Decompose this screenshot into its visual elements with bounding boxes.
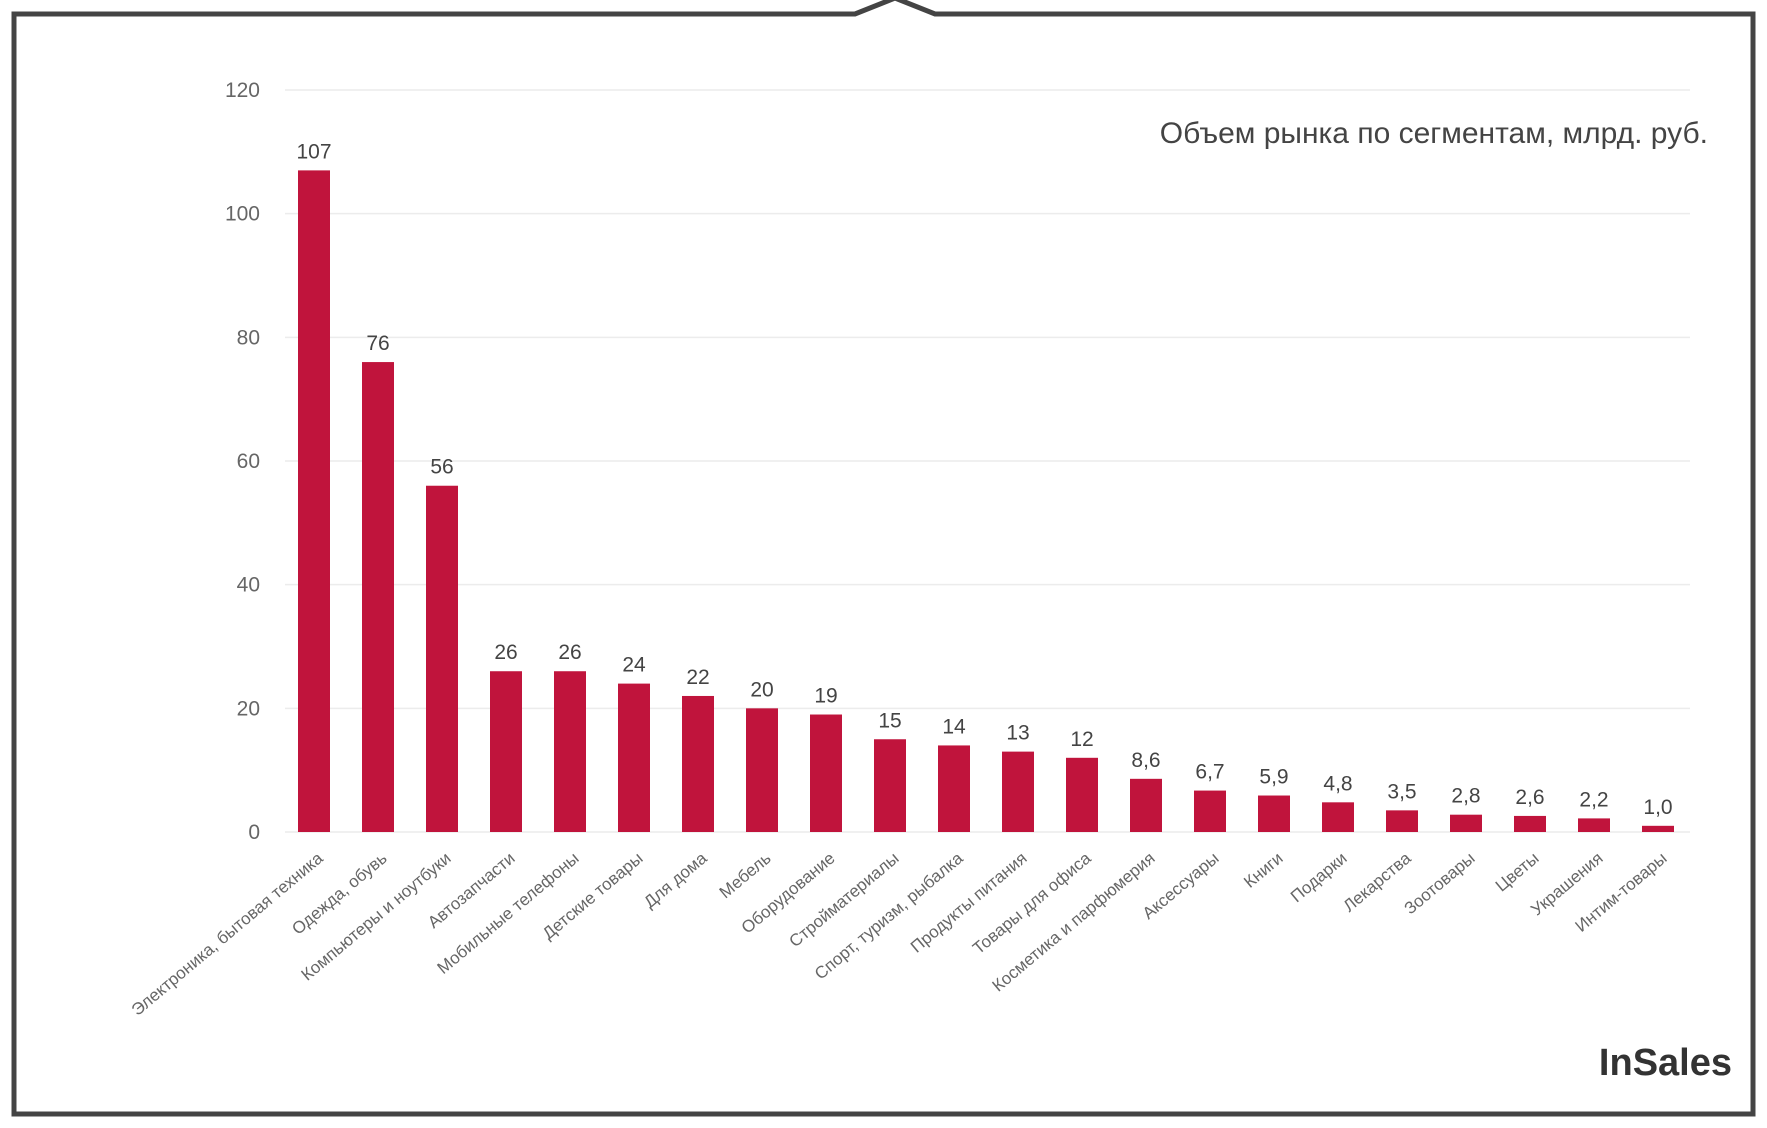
bar [1066,757,1098,832]
bar [1450,814,1482,832]
bar [1578,818,1610,832]
data-label: 20 [750,678,773,701]
data-label: 13 [1006,722,1029,745]
data-label: 26 [494,641,517,664]
x-tick-label: Стройматериалы [786,849,903,952]
bar [490,671,522,832]
y-tick-label: 0 [248,821,260,844]
chart-title: Объем рынка по сегментам, млрд. руб. [1160,117,1708,150]
bar [810,714,842,832]
data-label: 14 [942,715,966,738]
data-label: 76 [366,332,389,355]
data-label: 4,8 [1323,772,1352,795]
x-tick-label: Зоотовары [1401,849,1479,919]
y-tick-label: 80 [237,326,260,349]
x-tick-label: Для дома [640,848,711,912]
data-label: 2,8 [1451,785,1480,808]
data-label: 8,6 [1131,749,1160,772]
x-tick-label: Цветы [1492,849,1543,896]
bar [1642,825,1674,832]
data-label: 2,6 [1515,786,1544,809]
data-label: 2,2 [1579,788,1608,811]
x-tick-label: Мебель [716,848,775,902]
y-tick-label: 40 [237,574,260,597]
y-tick-label: 100 [225,203,260,226]
bar [682,695,714,832]
x-tick-label: Книги [1240,849,1286,892]
insales-logo: InSales [1599,1042,1732,1084]
x-tick-label: Товары для офиса [969,848,1095,958]
data-label: 1,0 [1643,796,1672,819]
x-tick-label: Подарки [1287,849,1351,907]
data-label: 6,7 [1195,761,1224,784]
bar [1386,810,1418,832]
data-label: 15 [878,709,901,732]
bar [1258,795,1290,832]
data-label: 5,9 [1259,766,1288,789]
bar [1194,790,1226,832]
chart-frame [11,0,1756,1117]
y-tick-label: 60 [237,450,260,473]
bar [618,683,650,832]
data-label: 24 [622,654,646,677]
data-label: 12 [1070,728,1093,751]
data-label: 19 [814,685,837,708]
bar [426,485,458,832]
bar [1002,751,1034,832]
data-label: 3,5 [1387,780,1416,803]
bar [362,362,394,832]
y-tick-label: 120 [225,79,260,102]
data-label: 22 [686,666,709,689]
x-tick-label: Продукты питания [907,849,1031,957]
bar [746,708,778,832]
bar [554,671,586,832]
y-tick-label: 20 [237,697,260,720]
data-label: 26 [558,641,581,664]
bar [874,739,906,832]
bar [938,745,970,832]
bar [298,170,330,833]
data-label: 107 [296,140,331,163]
bar [1322,802,1354,832]
data-label: 56 [430,456,453,479]
bar [1514,815,1546,832]
bar [1130,778,1162,832]
